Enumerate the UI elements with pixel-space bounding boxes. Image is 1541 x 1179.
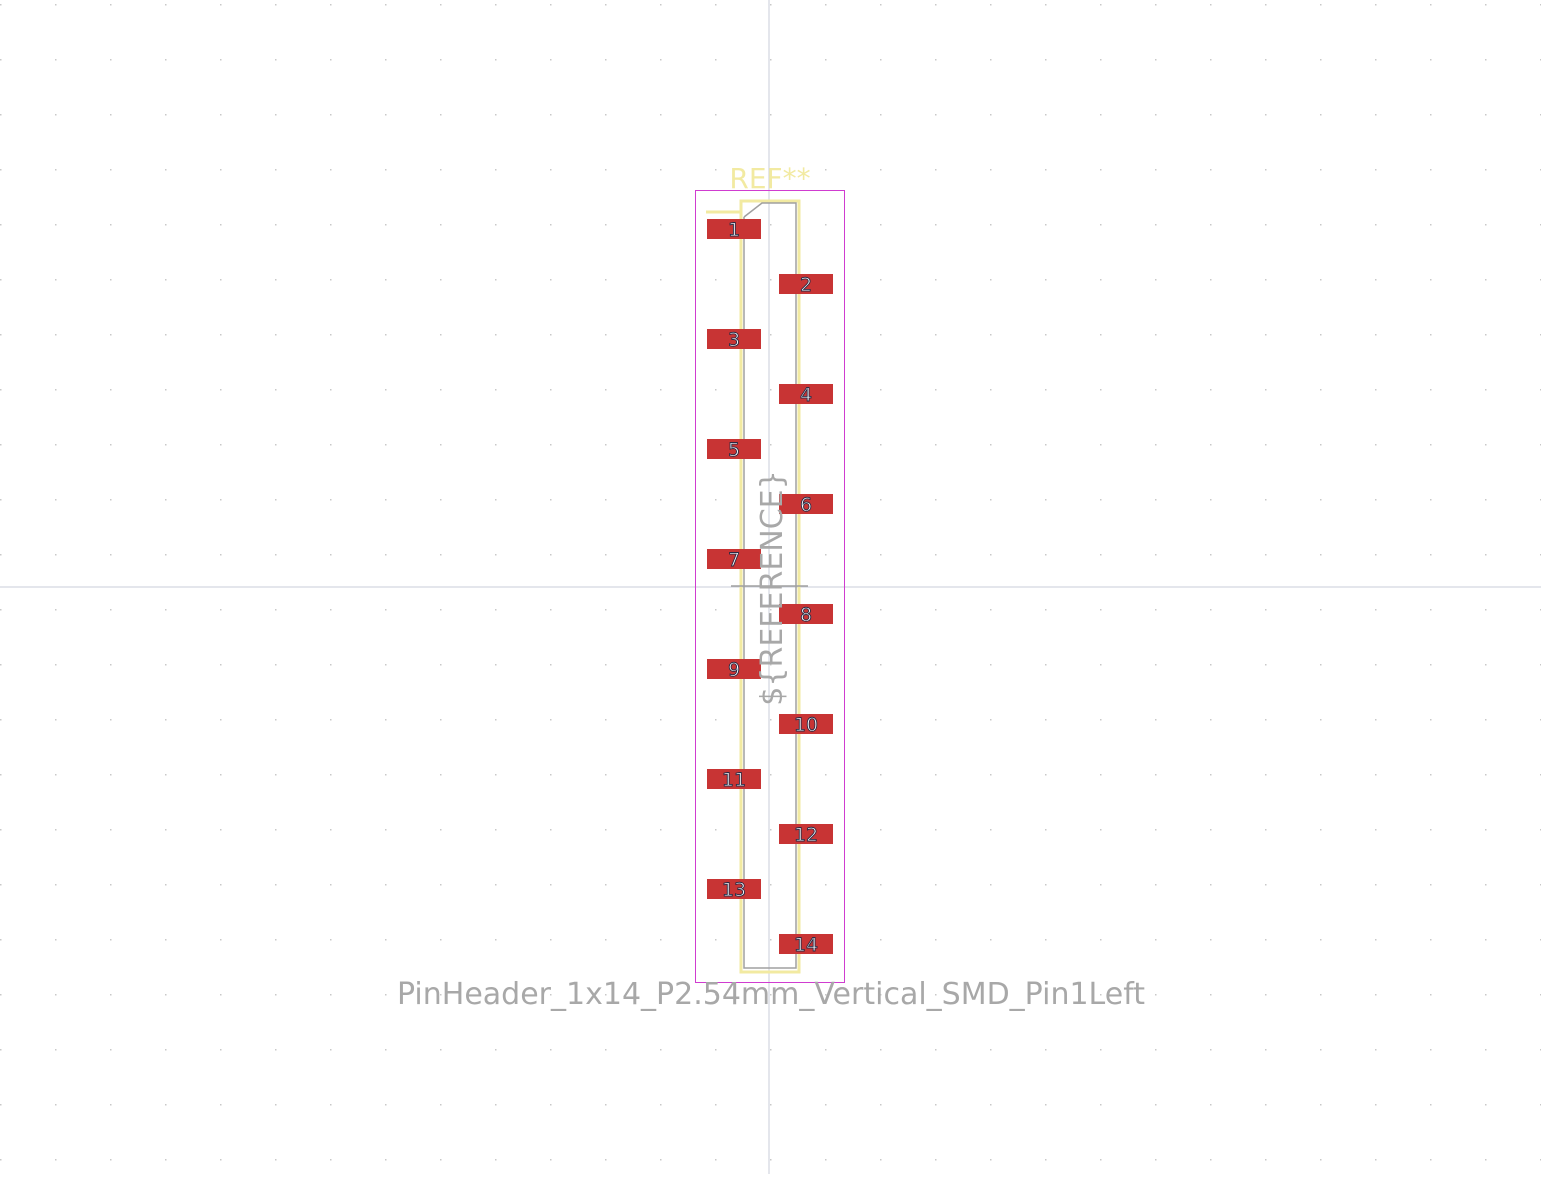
pad-1[interactable]: 1 bbox=[707, 219, 761, 241]
pad-number-label: 6 bbox=[800, 494, 812, 516]
fab-outline bbox=[731, 202, 808, 969]
pad-3[interactable]: 3 bbox=[707, 329, 761, 351]
pad-7[interactable]: 7 bbox=[707, 549, 761, 571]
pad-shape bbox=[707, 219, 761, 239]
reference-field-label[interactable]: ${REFERENCE} bbox=[755, 470, 790, 705]
pad-9[interactable]: 9 bbox=[707, 659, 761, 681]
pad-shape bbox=[779, 934, 833, 954]
pad-number-label: 3 bbox=[728, 329, 740, 351]
pad-shape bbox=[779, 384, 833, 404]
pad-shape bbox=[779, 494, 833, 514]
pad-number-label: 11 bbox=[722, 769, 746, 791]
pad-13[interactable]: 13 bbox=[707, 879, 761, 901]
pad-shape bbox=[707, 879, 761, 899]
pad-6[interactable]: 6 bbox=[779, 494, 833, 516]
pad-number-label: 9 bbox=[728, 659, 740, 681]
pad-number-label: 4 bbox=[800, 384, 812, 406]
pad-shape bbox=[707, 659, 761, 679]
pad-10[interactable]: 10 bbox=[779, 714, 833, 736]
pad-shape bbox=[779, 824, 833, 844]
pad-number-label: 7 bbox=[728, 549, 740, 571]
pad-number-label: 8 bbox=[800, 604, 812, 626]
pad-shape bbox=[707, 549, 761, 569]
pad-number-label: 12 bbox=[794, 824, 818, 846]
pad-8[interactable]: 8 bbox=[779, 604, 833, 626]
pad-12[interactable]: 12 bbox=[779, 824, 833, 846]
pad-4[interactable]: 4 bbox=[779, 384, 833, 406]
pad-shape bbox=[779, 604, 833, 624]
pad-11[interactable]: 11 bbox=[707, 769, 761, 791]
courtyard-outline bbox=[695, 190, 845, 983]
pad-number-label: 5 bbox=[728, 439, 740, 461]
grid-dots bbox=[0, 4, 1541, 1161]
pad-shape bbox=[707, 329, 761, 349]
pad-number-label: 1 bbox=[728, 219, 740, 241]
pad-number-label: 13 bbox=[722, 879, 746, 901]
footprint-name-label[interactable]: PinHeader_1x14_P2.54mm_Vertical_SMD_Pin1… bbox=[397, 977, 1145, 1012]
pad-number-label: 10 bbox=[794, 714, 818, 736]
pad-shape bbox=[707, 439, 761, 459]
pad-shape bbox=[779, 714, 833, 734]
pad-shape bbox=[779, 274, 833, 294]
pad-shape bbox=[707, 769, 761, 789]
pad-2[interactable]: 2 bbox=[779, 274, 833, 296]
pad-number-label: 2 bbox=[800, 274, 812, 296]
silkscreen-outline bbox=[706, 199, 801, 974]
pad-number-label: 14 bbox=[794, 934, 818, 956]
pad-14[interactable]: 14 bbox=[779, 934, 833, 956]
pad-5[interactable]: 5 bbox=[707, 439, 761, 461]
ref-designator-label[interactable]: REF** bbox=[729, 162, 810, 195]
